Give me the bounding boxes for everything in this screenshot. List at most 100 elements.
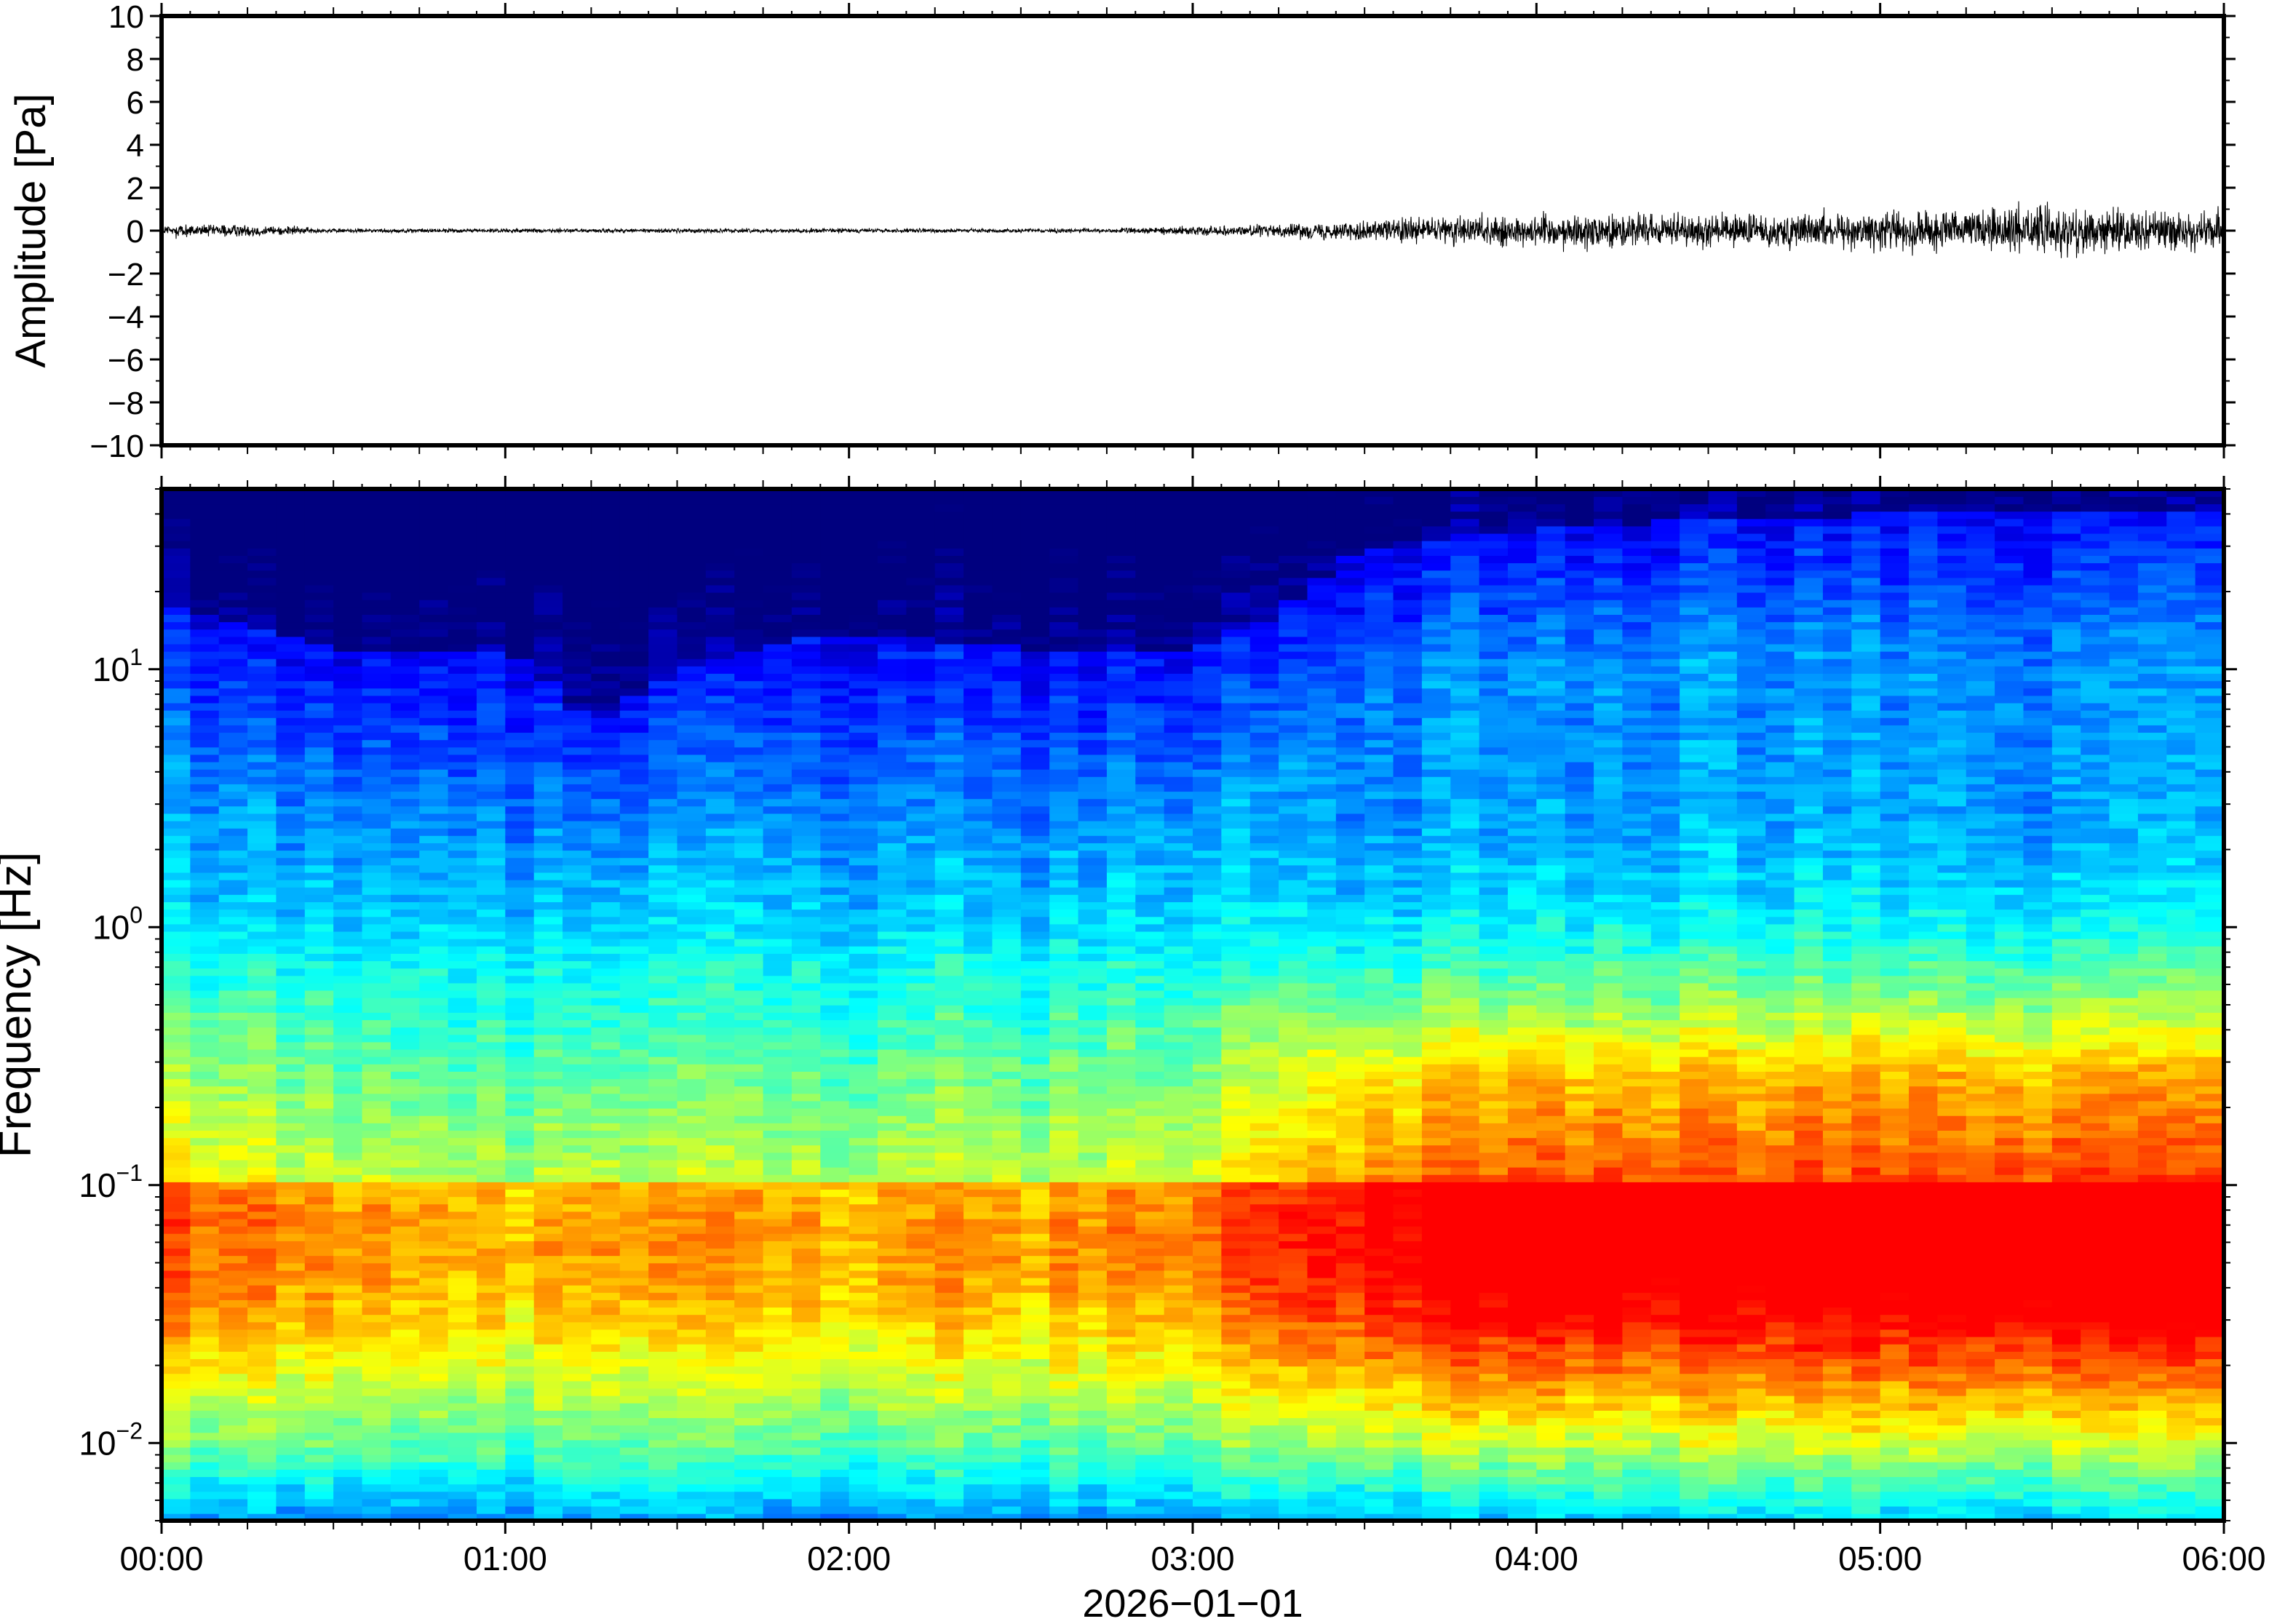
spectrogram-cell	[791, 1366, 822, 1374]
spectrogram-cell	[333, 776, 363, 784]
spectrogram-cell	[763, 511, 792, 520]
spectrogram-cell	[533, 1248, 563, 1257]
spectrogram-cell	[390, 702, 421, 711]
spectrogram-cell	[533, 1196, 563, 1205]
spectrogram-cell	[247, 1152, 277, 1161]
spectrogram-cell	[218, 717, 248, 725]
spectrogram-cell	[734, 805, 764, 814]
spectrogram-cell	[878, 1270, 907, 1278]
spectrogram-cell	[849, 1292, 878, 1300]
spectrogram-cell	[677, 776, 707, 784]
spectrogram-cell	[705, 1292, 736, 1300]
spectrogram-cell	[677, 1425, 707, 1433]
spectrogram-cell	[906, 592, 936, 600]
spectrogram-cell	[218, 1417, 248, 1426]
spectrogram-cell	[992, 1056, 1022, 1064]
spectrogram-cell	[190, 1233, 220, 1241]
spectrogram-cell	[419, 1137, 449, 1146]
spectrogram-cell	[333, 1292, 363, 1300]
spectrogram-cell	[992, 1130, 1022, 1139]
spectrogram-cell	[791, 1358, 822, 1367]
spectrogram-cell	[533, 1439, 563, 1448]
spectrogram-cell	[476, 555, 506, 564]
spectrogram-cell	[1049, 1034, 1079, 1043]
spectrogram-cell	[849, 813, 878, 821]
spectrogram-cell	[820, 614, 850, 623]
spectrogram-cell	[763, 1366, 792, 1374]
spectrogram-cell	[162, 894, 191, 902]
spectrogram-cell	[906, 1277, 936, 1286]
spectrogram-cell	[419, 1064, 449, 1072]
spectrogram-cell	[791, 599, 822, 608]
spectrogram-cell	[276, 1329, 306, 1337]
spectrogram-cell	[1078, 592, 1108, 600]
spectrogram-cell	[763, 1203, 792, 1212]
spectrogram-cell	[705, 1241, 736, 1249]
spectrogram-cell	[734, 511, 764, 520]
spectrogram-cell	[648, 739, 678, 748]
spectrogram-cell	[849, 1019, 878, 1028]
spectrogram-cell	[619, 968, 649, 976]
spectrogram-cell	[906, 1071, 936, 1080]
spectrogram-cell	[878, 717, 907, 725]
spectrogram-cell	[563, 1241, 592, 1249]
spectrogram-cell	[791, 1343, 822, 1352]
spectrogram-cell	[1020, 1461, 1050, 1470]
spectrogram-cell	[763, 1166, 792, 1175]
spectrogram-cell	[505, 658, 535, 666]
spectrogram-cell	[247, 776, 277, 784]
spectrogram-cell	[1078, 540, 1108, 549]
spectrogram-cell	[1106, 1366, 1137, 1374]
spectrogram-cell	[276, 1402, 306, 1411]
spectrogram-cell	[190, 643, 220, 652]
spectrogram-cell	[591, 1182, 621, 1190]
spectrogram-cell	[505, 1388, 535, 1396]
waveform-y-tick-label: 10	[108, 0, 144, 35]
spectrogram-cell	[619, 894, 649, 902]
spectrogram-cell	[505, 923, 535, 932]
spectrogram-cell	[190, 1454, 220, 1462]
spectrogram-cell	[734, 1145, 764, 1153]
spectrogram-cell	[448, 1174, 477, 1182]
spectrogram-cell	[591, 1233, 621, 1241]
spectrogram-cell	[162, 1182, 191, 1190]
spectrogram-cell	[419, 894, 449, 902]
spectrogram-cell	[448, 511, 477, 520]
spectrogram-cell	[849, 1388, 878, 1396]
spectrogram-cell	[963, 1137, 993, 1146]
spectrogram-cell	[162, 1373, 191, 1382]
spectrogram-cell	[1020, 1380, 1050, 1389]
spectrogram-cell	[1049, 1255, 1079, 1264]
spectrogram-cell	[162, 747, 191, 755]
spectrogram-cell	[849, 725, 878, 733]
spectrogram-cell	[820, 997, 850, 1006]
spectrogram-cell	[906, 1262, 936, 1271]
spectrogram-cell	[276, 629, 306, 637]
spectrogram-cell	[734, 843, 764, 851]
spectrogram-cell	[476, 1373, 506, 1382]
spectrogram-cell	[820, 1233, 850, 1241]
spectrogram-cell	[276, 1115, 306, 1123]
spectrogram-cell	[1106, 1071, 1137, 1080]
spectrogram-cell	[419, 636, 449, 645]
spectrogram-cell	[878, 1410, 907, 1418]
spectrogram-cell	[247, 1218, 277, 1227]
spectrogram-cell	[190, 1292, 220, 1300]
spectrogram-cell	[791, 827, 822, 836]
spectrogram-cell	[1049, 1476, 1079, 1485]
spectrogram-cell	[505, 886, 535, 895]
spectrogram-cell	[162, 776, 191, 784]
spectrogram-cell	[648, 717, 678, 725]
spectrogram-cell	[247, 1115, 277, 1123]
spectrogram-cell	[963, 592, 993, 600]
spectrogram-cell	[1106, 1277, 1137, 1286]
spectrogram-cell	[1106, 835, 1137, 843]
spectrogram-cell	[276, 1498, 306, 1507]
spectrogram-cell	[162, 1248, 191, 1257]
spectrogram-cell	[1078, 725, 1108, 733]
spectrogram-cell	[448, 1484, 477, 1492]
spectrogram-cell	[1106, 1439, 1137, 1448]
spectrogram-cell	[419, 518, 449, 527]
spectrogram-cell	[1135, 1513, 1165, 1521]
spectrogram-cell	[247, 1012, 277, 1021]
